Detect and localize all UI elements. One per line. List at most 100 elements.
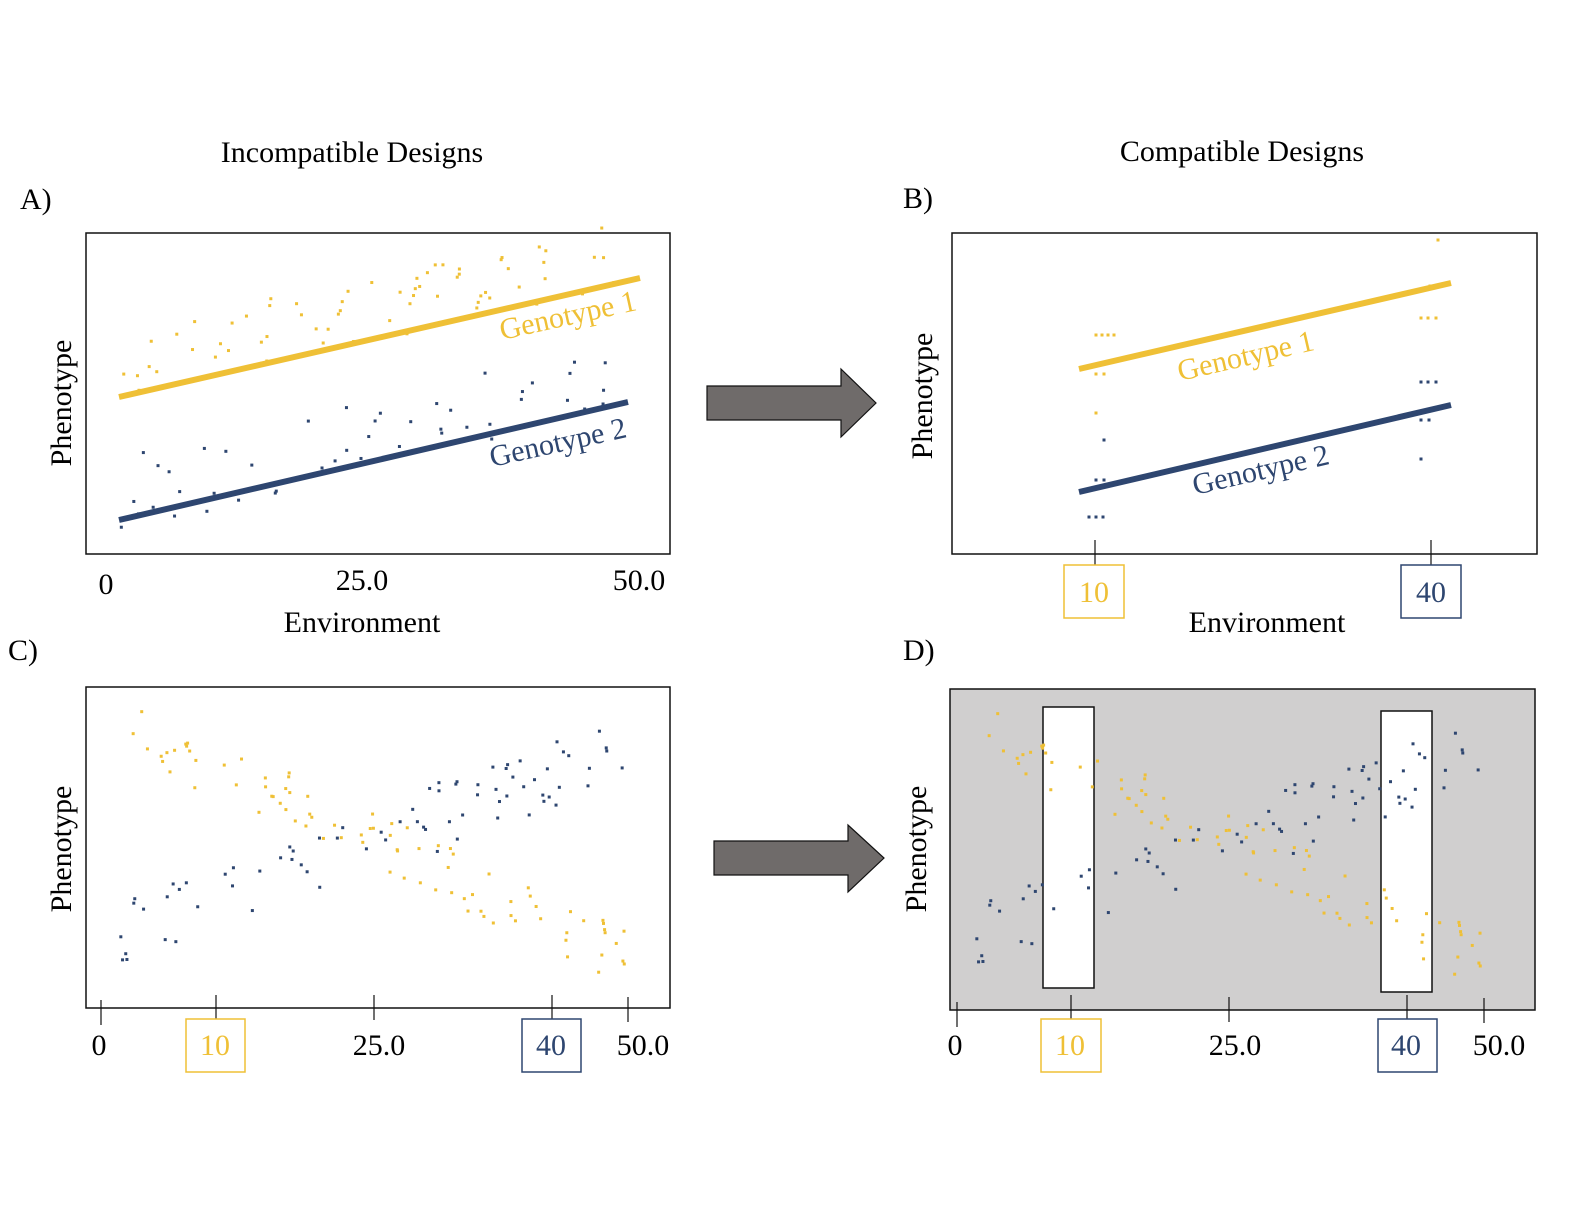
panel-d-dot-genotype1 (1343, 874, 1347, 878)
panel-c-dot-genotype2 (119, 935, 123, 939)
panel-c-dot-genotype2 (398, 820, 402, 824)
panel-b-dot-genotype2 (1427, 418, 1431, 422)
panel-c-dot-genotype1 (359, 833, 363, 837)
panel-a-dot-genotype1 (346, 289, 350, 293)
panel-d-dot-genotype1 (1042, 743, 1046, 747)
panel-d-dot-genotype2 (1106, 911, 1110, 915)
panel-a-dot-genotype2 (202, 446, 206, 450)
panel-d-dot-genotype2 (1155, 865, 1159, 869)
panel-d-dot-genotype2 (1079, 874, 1083, 878)
panel-d-dot-genotype2 (1413, 787, 1417, 791)
panel-c-dot-genotype1 (603, 928, 607, 932)
panel-d-dot-genotype1 (1365, 902, 1369, 906)
panel-d-dot-genotype1 (1029, 750, 1033, 754)
panel-d-dot-genotype1 (1251, 850, 1255, 854)
panel-d-dot-genotype1 (1041, 746, 1045, 750)
panel-d-dot-genotype2 (1403, 797, 1407, 801)
panel-c-dot-genotype1 (159, 754, 163, 758)
panel-a-dot-genotype1 (600, 226, 604, 230)
panel-d-dot-genotype2 (1443, 768, 1447, 772)
panel-d-dot-genotype1 (1302, 867, 1306, 871)
panel-c-dot-genotype1 (482, 914, 486, 918)
panel-a-dot-genotype1 (213, 355, 217, 359)
panel-c-dot-genotype2 (290, 857, 294, 861)
panel-a-dot-genotype2 (520, 390, 524, 394)
panel-c-dot-genotype1 (402, 876, 406, 880)
panel-a-dot-genotype2 (601, 402, 605, 406)
panel-c-dot-genotype2 (547, 795, 551, 799)
panel-a-dot-genotype1 (321, 341, 325, 345)
panel-d-dot-genotype1 (1421, 933, 1425, 937)
panel-d-dot-genotype2 (1442, 786, 1446, 790)
panel-c-dot-genotype1 (390, 822, 394, 826)
panel-b-dot-genotype2 (1087, 515, 1091, 519)
panel-c-dot-genotype2 (223, 872, 227, 876)
panel-d-dot-genotype2 (1423, 756, 1427, 760)
panel-b-dot-genotype2 (1102, 478, 1106, 482)
panel-d-dot-genotype2 (1311, 839, 1315, 843)
panel-b-genotype1-line (1078, 280, 1452, 372)
panel-c: Phenotype 0 10 25.0 40 50.0 (45, 686, 671, 1073)
panel-d-dot-genotype1 (1119, 778, 1123, 782)
panel-c-dot-genotype2 (335, 836, 339, 840)
panel-a-dot-genotype1 (336, 312, 340, 316)
panel-c-dot-genotype2 (124, 952, 128, 956)
panel-a-dot-genotype1 (370, 281, 374, 285)
panel-d-dot-genotype1 (1126, 796, 1130, 800)
panel-a-dot-genotype2 (250, 463, 254, 467)
panel-a-dot-genotype2 (367, 435, 371, 439)
panel-d-dot-genotype2 (1284, 788, 1288, 792)
panel-a-dot-genotype1 (476, 300, 480, 304)
panel-a: Genotype 1 Genotype 2 Phenotype 0 25.0 5… (45, 226, 671, 639)
panel-b-ylabel: Phenotype (906, 333, 939, 460)
panel-c-dot-genotype2 (597, 729, 601, 733)
panel-d-dot-genotype1 (1322, 911, 1326, 915)
panel-d-dot-genotype1 (1001, 749, 1005, 753)
panel-a-dot-genotype2 (435, 402, 439, 406)
panel-d-dot-genotype1 (1134, 803, 1138, 807)
panel-d-dot-genotype1 (1140, 789, 1144, 793)
panel-a-dot-genotype1 (441, 263, 445, 267)
panel-c-dot-genotype2 (541, 793, 545, 797)
panel-d-dot-genotype2 (1220, 849, 1224, 853)
panel-a-dot-genotype2 (344, 406, 348, 410)
panel-d-dot-genotype1 (1347, 923, 1351, 927)
panel-c-dot-genotype2 (497, 800, 501, 804)
panel-a-dot-genotype1 (415, 276, 419, 280)
panel-a-dot-genotype2 (488, 422, 492, 426)
panel-c-dot-genotype2 (496, 816, 500, 820)
panel-d-dot-genotype2 (1293, 791, 1297, 795)
panel-a-dot-genotype1 (433, 263, 437, 267)
panel-c-dot-genotype1 (565, 931, 569, 935)
panel-c-dot-genotype2 (455, 837, 459, 841)
panel-a-dot-genotype2 (224, 449, 228, 453)
panel-a-dot-genotype1 (602, 256, 606, 260)
panel-d: Phenotype 0 10 25.0 40 50.0 (900, 688, 1536, 1073)
panel-a-dot-genotype2 (602, 388, 606, 392)
panel-c-dot-genotype1 (568, 910, 572, 914)
panel-d-dot-genotype1 (987, 734, 991, 738)
panel-c-dot-genotype1 (140, 710, 144, 714)
panel-d-dot-genotype2 (1021, 897, 1025, 901)
panel-a-dot-genotype2 (465, 425, 469, 429)
panel-a-dot-genotype2 (141, 451, 145, 455)
panel-b-dot-genotype2 (1101, 515, 1105, 519)
panel-a-dot-genotype2 (333, 459, 337, 463)
panel-c-dot-genotype1 (288, 791, 292, 795)
panel-a-dot-genotype1 (479, 294, 483, 298)
panel-c-dot-genotype2 (476, 793, 480, 797)
panel-b-dot-genotype1 (1106, 333, 1110, 337)
panel-d-dot-genotype1 (1273, 849, 1277, 853)
panel-d-dot-genotype1 (1438, 921, 1442, 925)
panel-c-dot-genotype1 (491, 921, 495, 925)
panel-a-xlabel: Environment (284, 606, 441, 639)
panel-b-dot-genotype1 (1436, 238, 1440, 242)
panel-d-dot-genotype1 (1140, 810, 1144, 814)
panel-c-dot-genotype2 (364, 847, 368, 851)
panel-a-dot-genotype2 (151, 505, 155, 509)
panel-c-dot-genotype2 (279, 856, 283, 860)
panel-a-dot-genotype1 (259, 340, 263, 344)
panel-d-dot-genotype1 (1470, 943, 1474, 947)
panel-c-dot-genotype2 (491, 765, 495, 769)
panel-d-dot-genotype1 (1120, 787, 1124, 791)
